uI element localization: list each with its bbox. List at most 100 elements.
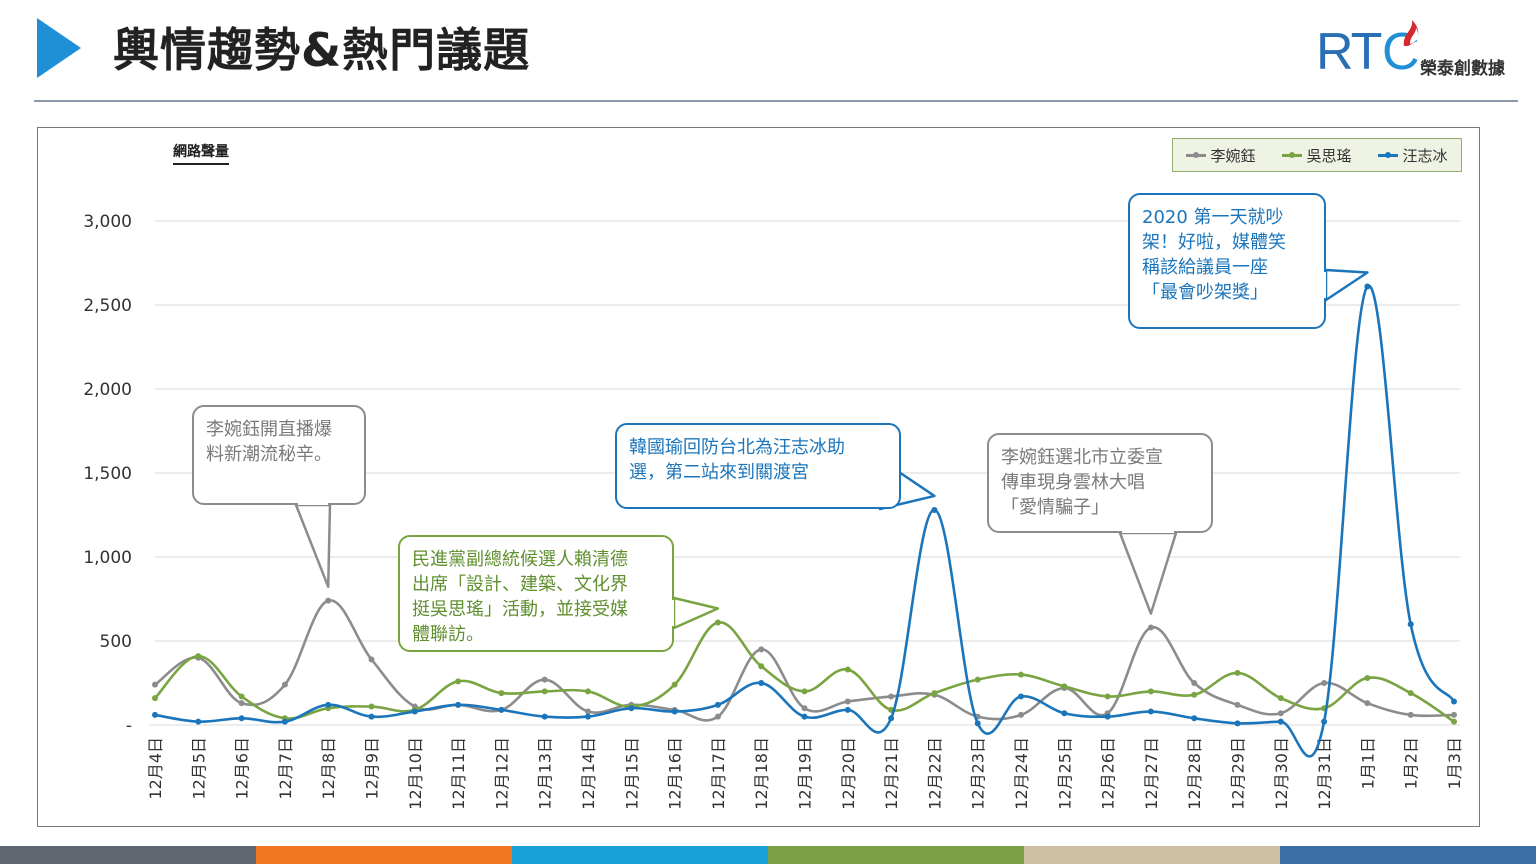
callout-ann1: 李婉鈺開直播爆 料新潮流秘辛。 — [192, 405, 366, 505]
x-tick-label: 12月12日 — [492, 737, 511, 810]
x-tick-label: 12月16日 — [666, 737, 685, 810]
callout-line: 出席「設計、建築、文化界 — [412, 572, 660, 597]
callout-line: 「最會吵架獎」 — [1142, 280, 1312, 305]
data-point — [325, 598, 331, 604]
x-tick-label: 1月1日 — [1358, 737, 1377, 789]
callout-ann3: 韓國瑜回防台北為汪志冰助 選，第二站來到關渡宮 — [615, 423, 901, 509]
data-point — [1235, 702, 1241, 708]
data-point — [1235, 720, 1241, 726]
callout-joint — [1323, 272, 1326, 298]
data-point — [1148, 625, 1154, 631]
bottom-bar-segment — [256, 846, 512, 864]
data-point — [1451, 719, 1457, 725]
data-point — [1278, 719, 1284, 725]
data-point — [715, 702, 721, 708]
callout-line: 料新潮流秘辛。 — [206, 442, 352, 467]
data-point — [195, 719, 201, 725]
data-point — [542, 677, 548, 683]
data-point — [542, 714, 548, 720]
data-point — [672, 709, 678, 715]
series-line-2 — [155, 286, 1454, 757]
x-tick-label: 1月2日 — [1402, 737, 1421, 789]
data-point — [1018, 672, 1024, 678]
bottom-bar-segment — [1024, 846, 1280, 864]
x-tick-label: 12月7日 — [276, 737, 295, 800]
callout-joint — [298, 502, 328, 505]
data-point — [1278, 710, 1284, 716]
callout-joint — [882, 467, 894, 470]
x-tick-label: 12月11日 — [449, 737, 468, 810]
data-point — [282, 719, 288, 725]
data-point — [802, 705, 808, 711]
data-point — [1364, 700, 1370, 706]
data-point — [455, 678, 461, 684]
x-tick-label: 12月22日 — [925, 737, 944, 810]
callout-line: 傳車現身雲林大唱 — [1001, 470, 1199, 495]
data-point — [1321, 680, 1327, 686]
x-tick-label: 12月14日 — [579, 737, 598, 810]
callout-line: 架！好啦，媒體笑 — [1142, 230, 1312, 255]
data-point — [1235, 670, 1241, 676]
x-tick-label: 12月18日 — [752, 737, 771, 810]
data-point — [369, 656, 375, 662]
bottom-bar-segment — [512, 846, 768, 864]
x-tick-label: 12月27日 — [1142, 737, 1161, 810]
data-point — [931, 690, 937, 696]
x-tick-label: 12月17日 — [709, 737, 728, 810]
data-point — [1105, 714, 1111, 720]
x-tick-label: 12月25日 — [1055, 737, 1074, 810]
data-point — [1148, 688, 1154, 694]
callout-tail — [674, 598, 718, 628]
bottom-bar-segment — [768, 846, 1024, 864]
x-tick-label: 12月4日 — [146, 737, 165, 800]
callout-tail — [1120, 533, 1176, 614]
callout-tail — [1326, 270, 1367, 300]
x-tick-label: 12月15日 — [622, 737, 641, 810]
data-point — [802, 714, 808, 720]
data-point — [1451, 698, 1457, 704]
y-tick-label: 500 — [100, 632, 132, 652]
data-point — [412, 709, 418, 715]
data-point — [931, 507, 937, 513]
x-tick-label: 12月13日 — [536, 737, 555, 810]
x-tick-label: 12月5日 — [189, 737, 208, 800]
x-tick-label: 12月26日 — [1099, 737, 1118, 810]
callout-tail — [296, 505, 330, 587]
bottom-color-bar — [0, 846, 1536, 864]
callout-line: 李婉鈺開直播爆 — [206, 417, 352, 442]
data-point — [325, 702, 331, 708]
data-point — [1191, 680, 1197, 686]
data-point — [628, 705, 634, 711]
x-tick-label: 12月10日 — [406, 737, 425, 810]
data-point — [1278, 695, 1284, 701]
y-tick-label: 2,000 — [83, 380, 132, 400]
data-point — [1061, 683, 1067, 689]
data-point — [758, 663, 764, 669]
data-point — [1018, 693, 1024, 699]
data-point — [152, 682, 158, 688]
data-point — [239, 700, 245, 706]
data-point — [498, 707, 504, 713]
data-point — [1191, 692, 1197, 698]
data-point — [1105, 693, 1111, 699]
y-tick-label: 1,000 — [83, 548, 132, 568]
data-point — [239, 715, 245, 721]
data-point — [1408, 690, 1414, 696]
data-point — [1148, 709, 1154, 715]
bottom-bar-segment — [1280, 846, 1536, 864]
callout-line: 李婉鈺選北市立委宣 — [1001, 445, 1199, 470]
y-tick-label: 2,500 — [83, 296, 132, 316]
x-tick-label: 12月8日 — [319, 737, 338, 800]
x-tick-label: 1月3日 — [1445, 737, 1464, 789]
callout-line: 韓國瑜回防台北為汪志冰助 — [629, 435, 887, 460]
x-tick-label: 12月19日 — [796, 737, 815, 810]
data-point — [845, 698, 851, 704]
data-point — [715, 620, 721, 626]
callout-line: 體聯訪。 — [412, 622, 660, 647]
data-point — [845, 667, 851, 673]
data-point — [715, 714, 721, 720]
bottom-bar-segment — [0, 846, 256, 864]
data-point — [152, 695, 158, 701]
data-point — [585, 714, 591, 720]
callout-joint — [1122, 530, 1174, 533]
